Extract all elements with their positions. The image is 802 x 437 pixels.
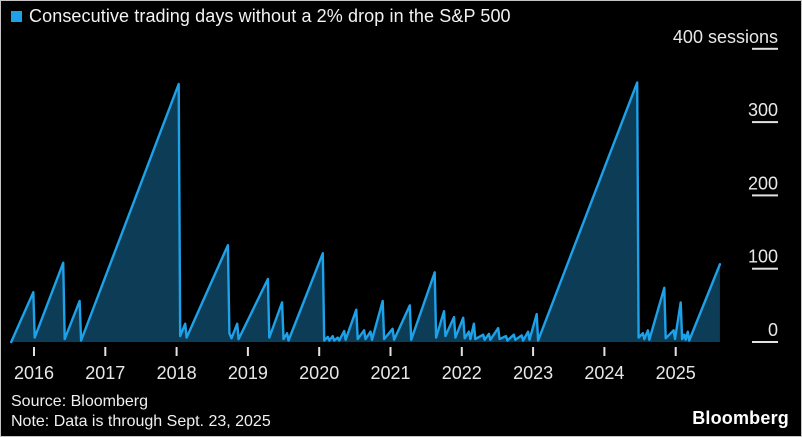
source-note-block: Source: Bloomberg Note: Data is through … [11,392,271,432]
y-tick-mark [752,121,778,124]
y-tick-mark [752,47,778,50]
bloomberg-logo: Bloomberg [692,408,789,428]
note-line: Note: Data is through Sept. 23, 2025 [11,413,271,430]
x-tick-label: 2024 [584,363,624,383]
x-tick-mark [104,347,107,356]
y-tick-label: 0 [768,320,778,340]
y-tick-label: 300 [748,100,778,120]
x-tick-label: 2021 [370,363,410,383]
x-tick-mark [33,347,35,356]
y-tick-label: 100 [748,247,778,267]
legend-marker-icon [11,11,22,22]
x-tick-mark [175,347,178,356]
y-tick-mark [752,341,778,343]
y-tick-mark [752,267,778,270]
x-tick-label: 2018 [157,363,197,383]
data-line [10,81,722,344]
y-tick-label: 200 [748,173,778,193]
x-tick-label: 2025 [656,363,696,383]
x-tick-mark [460,347,463,356]
x-tick-label: 2016 [14,363,54,383]
x-tick-label: 2019 [228,363,268,383]
x-tick-mark [389,347,392,356]
source-line: Source: Bloomberg [11,393,148,410]
chart-title: Consecutive trading days without a 2% dr… [29,6,511,26]
x-tick-mark [246,347,249,356]
x-tick-label: 2017 [85,363,125,383]
y-tick-mark [752,194,778,197]
x-tick-label: 2020 [299,363,339,383]
y-tick-label: 400 sessions [673,27,778,47]
area-fill [11,82,720,342]
x-tick-mark [674,347,677,356]
x-tick-mark [532,347,535,356]
x-tick-label: 2023 [513,363,553,383]
chart-legend: Consecutive trading days without a 2% dr… [11,6,511,27]
x-tick-mark [318,347,321,356]
x-tick-label: 2022 [442,363,482,383]
x-tick-mark [603,347,606,356]
